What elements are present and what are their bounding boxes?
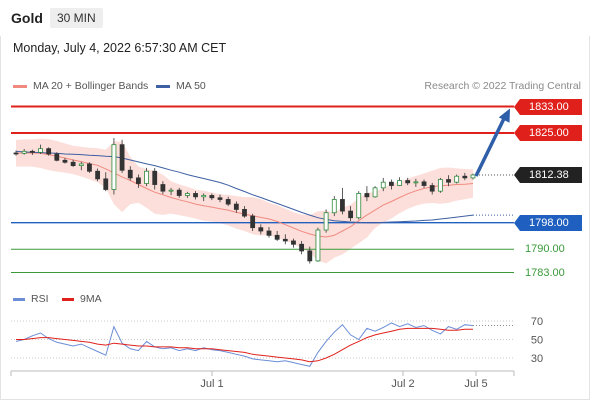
candle-body (258, 227, 264, 232)
candle-body (160, 184, 166, 192)
timeframe-button[interactable]: 30 MIN (50, 8, 103, 28)
candle-body (356, 193, 362, 219)
candle-body (13, 152, 19, 155)
candle-body (315, 229, 321, 262)
price-label-pointer (514, 214, 520, 231)
price-label-pointer (514, 125, 520, 142)
candle-body (405, 180, 411, 184)
rsi-tick-70: 70 (531, 316, 543, 328)
price-label-1833.00: 1833.00 (514, 98, 582, 115)
x-tick-label: Jul 5 (464, 378, 487, 390)
candle-body (62, 159, 68, 163)
price-label-1798.00: 1798.00 (514, 214, 582, 231)
candle-body (454, 175, 460, 183)
candle-body (429, 185, 435, 192)
candle-body (103, 178, 109, 190)
candle-body (299, 243, 305, 252)
rsi-label: RSI (31, 293, 49, 305)
forecast-arrow (474, 115, 507, 177)
credit-text: Research © 2022 Trading Central (424, 80, 581, 92)
candle-body (348, 210, 353, 219)
price-label-1812.38: 1812.38 (514, 166, 582, 183)
forecast-arrowhead (498, 108, 510, 123)
candle-body (87, 163, 92, 172)
candle-body (54, 153, 60, 161)
candle-body (95, 170, 101, 180)
candle-body (388, 181, 394, 186)
legend-ma20: MA 20 + Bollinger Bands (13, 80, 148, 92)
candle-body (437, 179, 443, 192)
price-label-1825.00: 1825.00 (514, 125, 582, 142)
candle-body (127, 169, 133, 179)
rsi-tick-50: 50 (531, 335, 543, 347)
candle-body (193, 193, 198, 198)
candle-body (46, 148, 52, 155)
price-label-pointer (514, 166, 520, 183)
ma20-swatch (13, 84, 27, 88)
legend-ma50: MA 50 (156, 80, 206, 92)
price-label-pointer (514, 98, 520, 115)
candle-body (291, 240, 296, 245)
candle-body (307, 250, 313, 262)
candle-body (168, 189, 174, 192)
bollinger-band (16, 138, 473, 264)
candle-body (217, 197, 223, 200)
candle-body (152, 170, 158, 185)
candle-body (462, 175, 468, 179)
candle-body (70, 161, 76, 166)
candle-body (184, 193, 190, 196)
ma9-swatch (62, 297, 74, 301)
rsi-ma9-line (16, 327, 473, 363)
timestamp: Monday, July 4, 2022 6:57:30 AM CET (13, 41, 227, 55)
ma20-label: MA 20 + Bollinger Bands (33, 80, 149, 92)
candle-body (119, 144, 125, 171)
x-tick-label: Jul 1 (200, 378, 223, 390)
candle-body (331, 199, 337, 214)
candle-body (233, 203, 239, 210)
candle-body (421, 181, 427, 186)
candle-body (242, 209, 247, 217)
rsi-tick-30: 30 (531, 353, 543, 365)
candle-body (397, 180, 402, 186)
candle-body (21, 150, 27, 154)
price-label-1790.00: 1790.00 (525, 243, 565, 256)
price-label-1783.00: 1783.00 (525, 266, 565, 279)
candle-body (201, 195, 207, 198)
ma9-label: 9MA (80, 293, 102, 305)
ma50-label: MA 50 (176, 80, 206, 92)
ma50-line (15, 150, 474, 224)
candle-body (372, 187, 378, 198)
candle-body (136, 177, 141, 184)
candle-body (209, 195, 215, 199)
candle-body (29, 150, 35, 153)
candles (13, 138, 476, 264)
legend-rsi: RSI (13, 293, 49, 305)
candle-body (266, 230, 272, 236)
candle-body (446, 179, 451, 183)
chart-header: Gold 30 MIN (0, 0, 590, 36)
candle-body (340, 199, 345, 212)
candle-body (225, 199, 231, 205)
candle-body (364, 193, 370, 198)
symbol-title: Gold (11, 10, 43, 26)
candle-body (78, 163, 84, 166)
candle-body (111, 144, 117, 190)
candle-body (413, 181, 419, 184)
candle-body (176, 189, 182, 196)
candle-body (380, 181, 386, 189)
ma50-swatch (156, 84, 170, 88)
candle-body (470, 174, 476, 179)
candle-body (282, 238, 288, 242)
candle-body (250, 215, 256, 229)
candle-body (274, 234, 280, 240)
x-tick-label: Jul 2 (391, 378, 414, 390)
candle-body (38, 148, 43, 153)
legend-ma9: 9MA (62, 293, 102, 305)
candle-body (323, 212, 329, 231)
candle-body (144, 170, 149, 184)
rsi-swatch (13, 297, 25, 301)
rsi-line (15, 322, 474, 367)
